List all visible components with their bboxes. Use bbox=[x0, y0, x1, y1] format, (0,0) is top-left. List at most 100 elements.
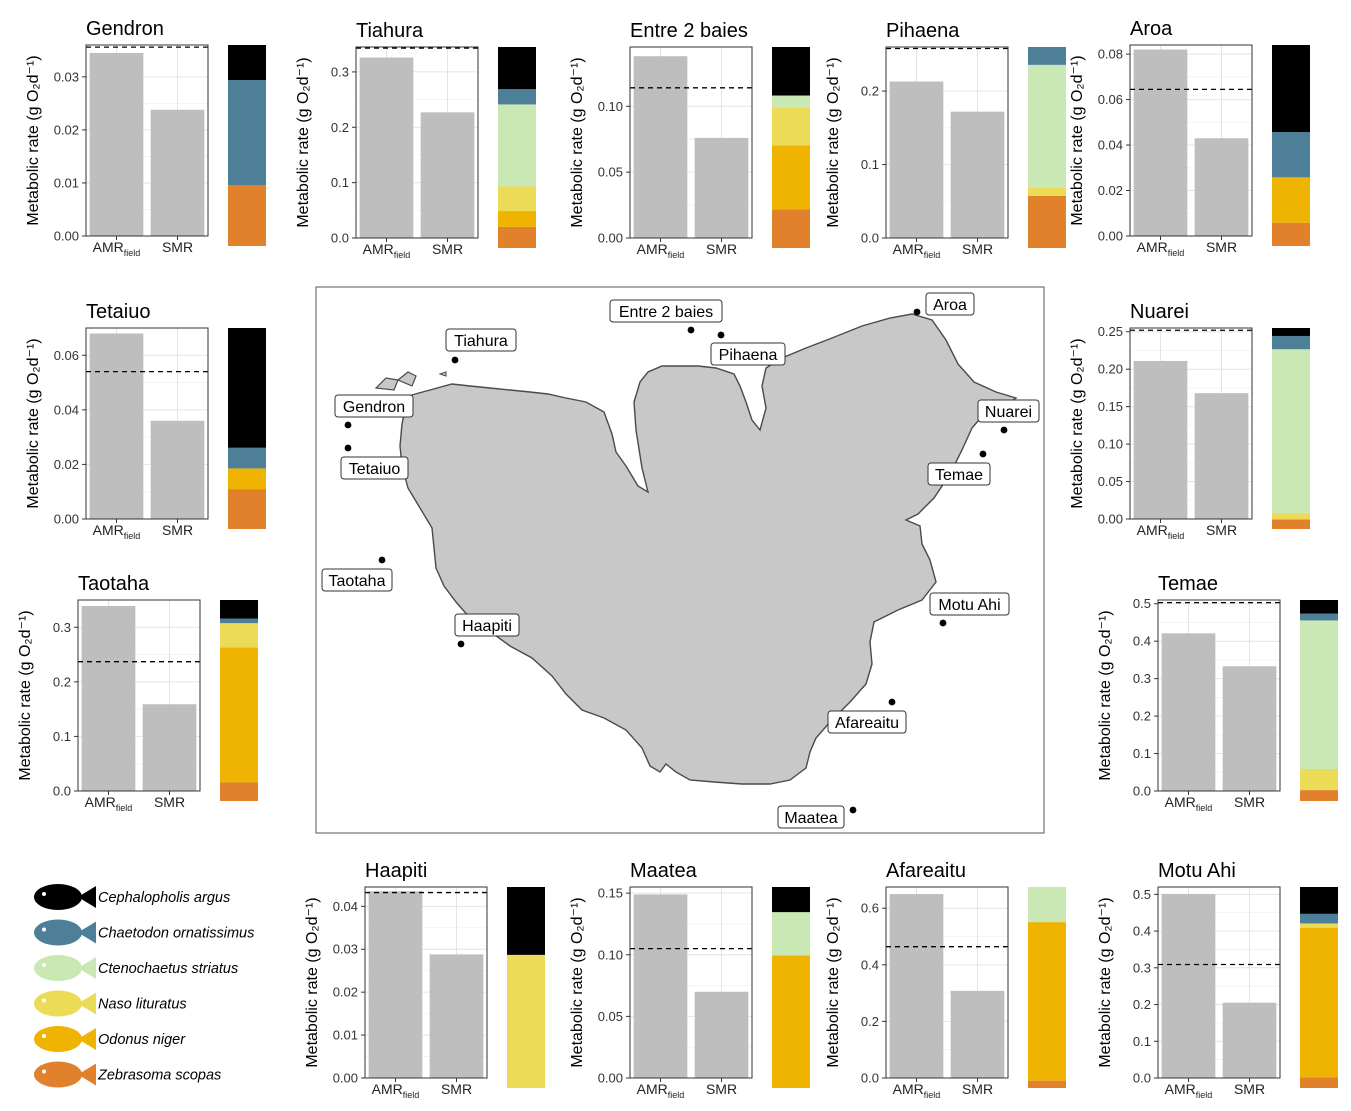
islet-west-2 bbox=[396, 371, 417, 387]
panel-title: Pihaena bbox=[886, 20, 960, 42]
y-axis-label: Metabolic rate (g O₂d⁻¹) bbox=[295, 57, 312, 227]
panel-nuarei: Nuarei 0.00 0.05 0.10 0.15 0.20 0.25 AMRfield SM… bbox=[1069, 301, 1310, 541]
y-tick-label: 0.10 bbox=[1098, 437, 1123, 452]
x-label-smr: SMR bbox=[1206, 522, 1237, 538]
stack-cephalopholis-argus bbox=[220, 600, 258, 619]
x-label-smr: SMR bbox=[962, 241, 993, 257]
site-dot bbox=[913, 308, 921, 316]
site-label-box bbox=[340, 456, 409, 480]
stack-odonus-niger bbox=[228, 468, 266, 490]
bar-smr bbox=[142, 704, 197, 791]
panel-title: Taotaha bbox=[78, 573, 150, 595]
panel-title: Afareaitu bbox=[886, 860, 966, 882]
y-tick-label: 0.2 bbox=[861, 84, 879, 99]
fish-tail-icon bbox=[78, 1028, 96, 1050]
y-axis-label: Metabolic rate (g O₂d⁻¹) bbox=[1069, 338, 1086, 508]
panel-frame bbox=[885, 886, 1009, 1079]
x-label-amr-field: AMRfield bbox=[1137, 522, 1185, 541]
legend-item-naso-lituratus: Naso lituratus bbox=[34, 990, 187, 1017]
x-label-smr: SMR bbox=[962, 1081, 993, 1097]
x-label-smr: SMR bbox=[432, 241, 463, 257]
y-tick-label: 0.25 bbox=[1098, 324, 1123, 339]
y-tick-label: 0.3 bbox=[1133, 671, 1151, 686]
fish-icon bbox=[34, 955, 82, 981]
y-axis-label: Metabolic rate (g O₂d⁻¹) bbox=[569, 897, 586, 1067]
stack-chaetodon-ornatissimus bbox=[220, 618, 258, 624]
stack-odonus-niger bbox=[1028, 922, 1066, 1081]
panel-frame bbox=[629, 46, 753, 239]
site-label-box bbox=[710, 342, 786, 366]
bar-amr-field bbox=[889, 894, 944, 1078]
site-dot bbox=[451, 356, 459, 364]
stack-cephalopholis-argus bbox=[498, 47, 536, 90]
x-label-amr-field: AMRfield bbox=[893, 241, 941, 260]
bar-amr-field bbox=[633, 56, 688, 238]
bar-amr-field bbox=[1133, 360, 1188, 519]
y-tick-label: 0.04 bbox=[1098, 138, 1123, 153]
site-dot bbox=[717, 331, 725, 339]
site-label: Tetaiuo bbox=[349, 461, 401, 478]
panel-maatea: Maatea 0.00 0.05 0.10 0.15 AMRfield SMR Metabol… bbox=[569, 860, 810, 1100]
y-tick-label: 0.01 bbox=[54, 175, 79, 190]
stack-zebrasoma-scopas bbox=[498, 226, 536, 248]
y-tick-label: 0.05 bbox=[1098, 474, 1123, 489]
site-label: Aroa bbox=[933, 297, 967, 314]
legend-item-chaetodon-ornatissimus: Chaetodon ornatissimus bbox=[34, 919, 254, 946]
panel-title: Temae bbox=[1158, 573, 1218, 595]
site-gendron: Gendron bbox=[334, 394, 414, 429]
stack-cephalopholis-argus bbox=[772, 47, 810, 96]
stack-zebrasoma-scopas bbox=[228, 489, 266, 529]
fish-eye-icon bbox=[42, 998, 46, 1003]
site-entre: Entre 2 baies bbox=[609, 299, 723, 334]
bar-smr bbox=[694, 137, 749, 238]
stack-zebrasoma-scopas bbox=[220, 782, 258, 801]
panel-frame bbox=[77, 599, 201, 792]
site-label-box bbox=[777, 805, 845, 829]
panel-title: Entre 2 baies bbox=[630, 20, 748, 42]
site-label-box bbox=[454, 613, 520, 637]
panel-frame bbox=[355, 46, 479, 239]
stack-chaetodon-ornatissimus bbox=[228, 80, 266, 186]
x-label-smr: SMR bbox=[154, 794, 185, 810]
panel-aroa: Aroa 0.00 0.02 0.04 0.06 0.08 AMRfield SMR Metab… bbox=[1069, 18, 1310, 258]
y-tick-label: 0.15 bbox=[1098, 399, 1123, 414]
fish-eye-icon bbox=[42, 1069, 46, 1074]
site-dot bbox=[457, 640, 465, 648]
stack-cephalopholis-argus bbox=[228, 45, 266, 81]
y-tick-label: 0.00 bbox=[54, 512, 79, 527]
x-label-amr-field: AMRfield bbox=[637, 1081, 685, 1100]
panel-title: Gendron bbox=[86, 18, 164, 40]
y-tick-label: 0.1 bbox=[1133, 746, 1151, 761]
x-label-amr-field: AMRfield bbox=[93, 239, 141, 258]
panel-entre-2-baies: Entre 2 baies 0.00 0.05 0.10 AMRfield SMR Meta… bbox=[569, 20, 810, 260]
y-tick-label: 0.1 bbox=[1133, 1034, 1151, 1049]
stack-chaetodon-ornatissimus bbox=[1272, 132, 1310, 178]
y-axis-label: Metabolic rate (g O₂d⁻¹) bbox=[1097, 897, 1114, 1067]
y-tick-label: 0.03 bbox=[333, 942, 358, 957]
y-tick-label: 0.3 bbox=[1133, 960, 1151, 975]
fish-eye-icon bbox=[42, 963, 46, 967]
site-label-box bbox=[977, 399, 1040, 423]
site-tiahura: Tiahura bbox=[445, 328, 517, 364]
stack-chaetodon-ornatissimus bbox=[1272, 335, 1310, 350]
stack-cephalopholis-argus bbox=[1272, 45, 1310, 133]
panel-tiahura: Tiahura 0.0 0.1 0.2 0.3 AMRfield SMR Metabolic … bbox=[295, 20, 536, 260]
x-label-smr: SMR bbox=[706, 241, 737, 257]
y-tick-label: 0.4 bbox=[861, 957, 879, 972]
fish-tail-icon bbox=[78, 992, 96, 1015]
bar-smr bbox=[150, 109, 205, 236]
y-tick-label: 0.05 bbox=[598, 165, 623, 180]
y-tick-label: 0.05 bbox=[598, 1009, 623, 1024]
site-label-box bbox=[827, 710, 907, 734]
x-label-amr-field: AMRfield bbox=[1165, 1081, 1213, 1100]
bar-smr bbox=[150, 420, 205, 519]
y-tick-label: 0.0 bbox=[1133, 1071, 1151, 1086]
site-aroa: Aroa bbox=[913, 292, 975, 316]
panel-motu-ahi: Motu Ahi 0.0 0.1 0.2 0.3 0.4 0.5 AMRfield SMR Met… bbox=[1097, 860, 1338, 1100]
legend-label: Zebrasoma scopas bbox=[97, 1068, 221, 1084]
stack-zebrasoma-scopas bbox=[228, 185, 266, 246]
bar-smr bbox=[429, 954, 484, 1078]
x-label-amr-field: AMRfield bbox=[1165, 794, 1213, 813]
fish-tail-icon bbox=[78, 921, 96, 944]
